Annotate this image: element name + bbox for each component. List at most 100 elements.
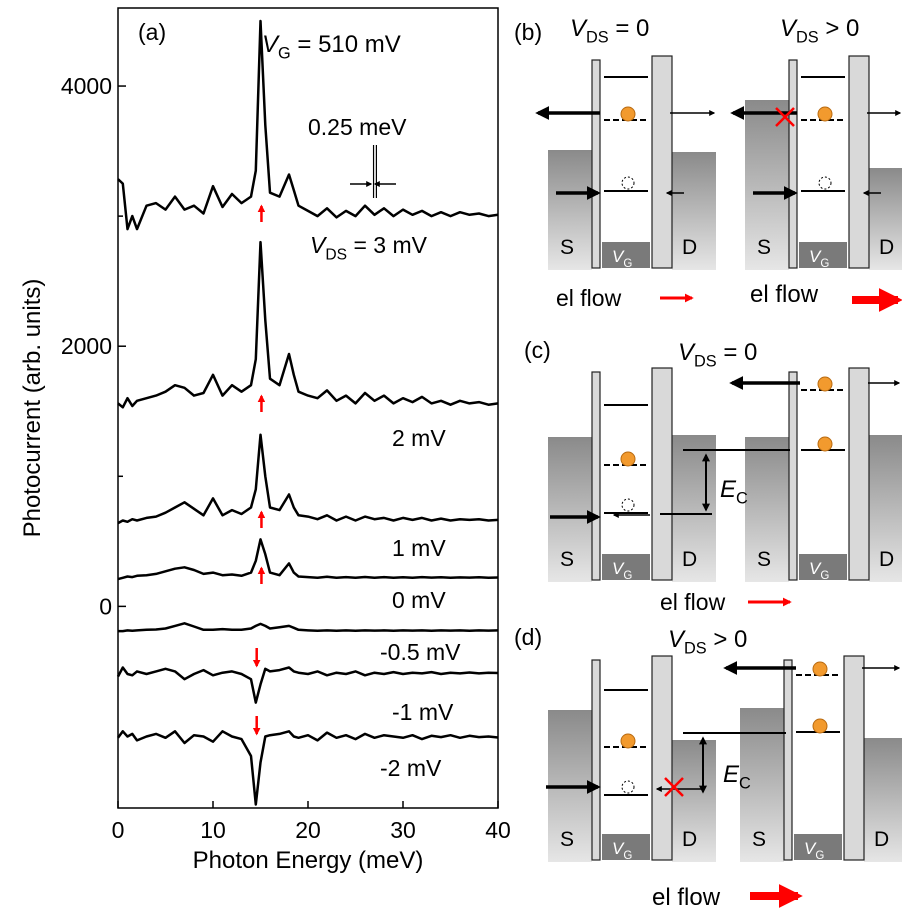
bias-heading-part: > 0	[707, 626, 748, 653]
barrier	[651, 55, 673, 269]
bias-heading-part: DS	[586, 29, 609, 47]
source-label: S	[560, 548, 574, 571]
bias-heading-part: V	[668, 626, 686, 653]
series-label-part: =	[347, 232, 373, 258]
drain-label: D	[682, 236, 697, 259]
resolution-label: 0.25 meV	[308, 114, 407, 140]
barrier	[843, 655, 865, 861]
series-label: VDS = 3 mV	[310, 232, 428, 263]
source-label: S	[560, 828, 574, 851]
bias-heading: VDS = 0	[678, 339, 757, 371]
barrier	[591, 59, 601, 269]
bias-heading-part: DS	[694, 353, 717, 371]
gate-label-part: G	[815, 850, 824, 862]
series-label-part: 3 mV	[373, 232, 427, 258]
electron	[812, 661, 828, 677]
x-tick-label: 20	[295, 817, 321, 843]
trace	[117, 19, 499, 231]
y-axis-label: Photocurrent (arb. units)	[19, 279, 46, 538]
bias-heading-part: = 0	[717, 339, 758, 366]
bias-heading-part: > 0	[819, 15, 860, 42]
barrier	[848, 367, 870, 581]
bias-heading-part: DS	[796, 29, 819, 47]
hole	[621, 498, 635, 512]
bias-heading-part: DS	[684, 640, 707, 658]
x-tick-label: 10	[200, 817, 226, 843]
gate-label: VG	[612, 247, 632, 270]
drain-label: D	[874, 828, 889, 851]
x-tick-label: 30	[390, 817, 416, 843]
barrier	[651, 367, 673, 581]
series-label-part: DS	[325, 246, 347, 263]
x-tick-label: 40	[485, 817, 511, 843]
electron	[817, 106, 833, 122]
trace	[116, 730, 499, 806]
charging-energy-label-part: E	[720, 476, 737, 503]
bias-heading: VDS > 0	[780, 15, 859, 47]
gate	[794, 834, 842, 860]
drain-lead	[672, 152, 716, 270]
flow-label: el flow	[556, 285, 622, 311]
gate-label-part: V	[612, 247, 625, 266]
panel-label: (a)	[138, 19, 166, 45]
x-axis-label: Photon Energy (meV)	[193, 847, 424, 874]
source-label: S	[752, 828, 766, 851]
flow-label: el flow	[652, 884, 721, 911]
flow-label: el flow	[750, 281, 819, 308]
gate-voltage-label-part: = 510 mV	[291, 31, 401, 58]
gate-voltage-label: VG = 510 mV	[262, 31, 401, 63]
series-label: 0 mV	[392, 587, 446, 613]
drain-label: D	[879, 236, 894, 259]
gate-label-part: V	[612, 559, 625, 578]
bias-heading-part: V	[570, 15, 588, 42]
x-tick-label: 0	[112, 817, 125, 843]
source-lead	[548, 150, 592, 270]
source-label: S	[560, 236, 574, 259]
panel-label: (d)	[514, 624, 542, 650]
gate-label: VG	[612, 559, 632, 582]
gate-label: VG	[612, 839, 632, 862]
charging-energy-label: EC	[723, 761, 751, 793]
drain-lead	[869, 168, 902, 270]
trace	[116, 666, 499, 704]
charging-energy-label-part: C	[736, 490, 748, 508]
bias-heading: VDS > 0	[668, 626, 747, 658]
gate	[602, 554, 650, 580]
series-label: 2 mV	[392, 425, 446, 451]
panel-label: (b)	[514, 19, 542, 45]
bias-heading-part: V	[678, 339, 696, 366]
series-label: 1 mV	[392, 535, 446, 561]
gate-voltage-label-part: G	[278, 45, 291, 63]
source-lead	[745, 437, 789, 582]
gate	[602, 834, 650, 860]
series-label-part: V	[310, 232, 328, 258]
electron	[817, 376, 833, 392]
gate-label-part: G	[820, 258, 829, 270]
electron	[817, 436, 833, 452]
y-tick-label: 0	[99, 593, 112, 619]
hole	[621, 780, 635, 794]
drain-lead	[672, 740, 716, 862]
charging-energy-label: EC	[720, 476, 748, 508]
y-tick-label: 4000	[61, 73, 112, 99]
series-label: -1 mV	[392, 699, 454, 725]
gate-label: VG	[809, 247, 829, 270]
series-label: -2 mV	[380, 755, 442, 781]
trace	[117, 538, 499, 581]
barrier	[848, 55, 870, 269]
gate-label-part: G	[623, 850, 632, 862]
barrier	[788, 371, 798, 581]
barrier	[783, 659, 793, 861]
bias-heading-part: V	[780, 15, 798, 42]
gate	[602, 242, 650, 268]
electron	[620, 733, 636, 749]
bias-heading-part: = 0	[609, 15, 650, 42]
source-label: S	[757, 548, 771, 571]
electron	[812, 718, 828, 734]
trace	[117, 240, 499, 409]
electron	[620, 106, 636, 122]
electron	[620, 451, 636, 467]
blocked-mark	[775, 107, 795, 127]
gate-label-part: V	[612, 839, 625, 858]
